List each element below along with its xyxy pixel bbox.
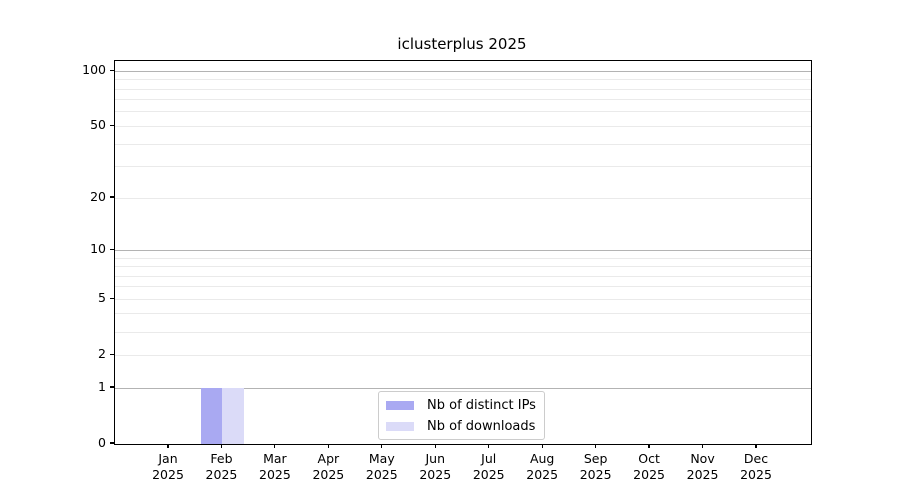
chart-title: iclusterplus 2025 bbox=[397, 35, 527, 53]
x-tick-label: Jan 2025 bbox=[152, 451, 184, 482]
x-tick-label: Sep 2025 bbox=[579, 451, 612, 482]
gridline-major bbox=[115, 70, 811, 72]
legend-swatch-distinct-ips bbox=[386, 400, 414, 410]
x-tick-label: Oct 2025 bbox=[633, 451, 665, 482]
gridline-minor bbox=[115, 79, 811, 81]
legend-swatch-downloads bbox=[386, 421, 414, 431]
x-tick-mark bbox=[701, 444, 704, 448]
gridline-minor bbox=[115, 143, 811, 145]
legend-label-downloads: Nb of downloads bbox=[427, 418, 536, 434]
legend-label-distinct-ips: Nb of distinct IPs bbox=[427, 397, 536, 413]
gridline-minor bbox=[115, 354, 811, 356]
x-tick-mark bbox=[274, 444, 276, 448]
y-tick-label: 5 bbox=[98, 290, 106, 306]
x-tick-mark bbox=[167, 444, 169, 448]
x-tick-label: Feb 2025 bbox=[205, 451, 238, 482]
plot-area bbox=[114, 60, 812, 445]
y-tick-label: 100 bbox=[82, 62, 106, 78]
x-tick-label: Jun 2025 bbox=[419, 451, 452, 482]
gridline-minor bbox=[115, 298, 811, 300]
x-tick-mark bbox=[648, 444, 650, 448]
gridline-minor bbox=[115, 266, 811, 267]
y-tick-label: 0 bbox=[98, 435, 106, 450]
gridline-minor bbox=[115, 257, 811, 259]
gridline-minor bbox=[115, 197, 811, 199]
x-tick-label: Apr 2025 bbox=[312, 451, 345, 482]
y-tick-mark bbox=[110, 386, 114, 388]
x-tick-label: Dec 2025 bbox=[740, 451, 772, 482]
bar-downloads bbox=[222, 388, 244, 444]
gridline-minor bbox=[115, 286, 811, 288]
y-tick-label: 50 bbox=[90, 117, 106, 133]
y-tick-mark bbox=[110, 442, 114, 444]
y-tick-label: 20 bbox=[90, 189, 106, 205]
legend: Nb of distinct IPs Nb of downloads bbox=[378, 391, 545, 440]
x-tick-mark bbox=[434, 444, 436, 448]
y-tick-mark bbox=[110, 248, 114, 250]
x-tick-mark bbox=[541, 444, 543, 448]
y-tick-label: 1 bbox=[98, 379, 106, 394]
y-tick-mark bbox=[110, 297, 114, 299]
gridline-major bbox=[115, 387, 811, 389]
gridline-minor bbox=[115, 275, 811, 277]
bar-distinct-ips bbox=[201, 388, 223, 444]
y-tick-label: 10 bbox=[90, 241, 106, 257]
x-tick-mark bbox=[327, 444, 329, 448]
x-tick-mark bbox=[381, 444, 383, 448]
y-tick-label: 2 bbox=[98, 346, 106, 362]
legend-item-distinct-ips: Nb of distinct IPs bbox=[386, 397, 536, 413]
gridline-minor bbox=[115, 331, 811, 333]
x-tick-mark bbox=[488, 444, 490, 448]
x-tick-label: May 2025 bbox=[365, 451, 398, 482]
gridline-minor bbox=[115, 99, 811, 101]
x-tick-mark bbox=[595, 444, 597, 448]
y-tick-mark bbox=[110, 196, 114, 198]
y-tick-mark bbox=[110, 124, 114, 126]
x-tick-label: Jul 2025 bbox=[472, 451, 505, 482]
gridline-minor bbox=[115, 111, 811, 113]
x-tick-label: Nov 2025 bbox=[686, 451, 719, 482]
gridline-major bbox=[115, 249, 811, 251]
x-tick-mark bbox=[220, 444, 223, 448]
legend-item-downloads: Nb of downloads bbox=[386, 418, 536, 434]
gridline-minor bbox=[115, 125, 811, 127]
gridline-minor bbox=[115, 88, 811, 90]
x-tick-label: Mar 2025 bbox=[259, 451, 291, 482]
gridline-minor bbox=[115, 166, 811, 168]
gridline-minor bbox=[115, 313, 811, 315]
y-tick-mark bbox=[110, 69, 114, 71]
x-tick-label: Aug 2025 bbox=[526, 451, 559, 482]
y-tick-mark bbox=[110, 353, 114, 355]
x-tick-mark bbox=[755, 444, 757, 448]
